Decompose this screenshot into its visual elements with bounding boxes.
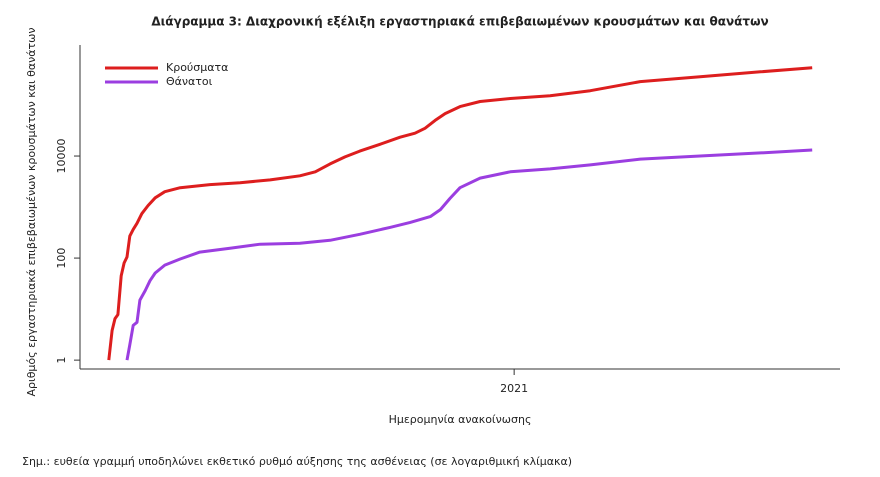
legend-label: Θάνατοι [166,75,213,88]
note: Σημ.: ευθεία γραμμή υποδηλώνει εκθετικό … [22,455,572,468]
y-tick-label: 100 [55,248,68,269]
y-axis-label: Αριθμός εργαστηριακά επιβεβαιωμένων κρου… [25,27,38,396]
series-line [125,148,813,361]
chart-title: Διάγραμμα 3: Διαχρονική εξέλιξη εργαστηρ… [151,15,768,29]
x-tick-label: 2021 [500,382,528,395]
y-tick-label: 10000 [55,139,68,174]
legend-label: Κρούσματα [166,61,228,74]
y-tick-label: 1 [55,357,68,364]
series-line [107,66,813,361]
x-axis-label: Ημερομηνία ανακοίνωσης [389,413,532,426]
